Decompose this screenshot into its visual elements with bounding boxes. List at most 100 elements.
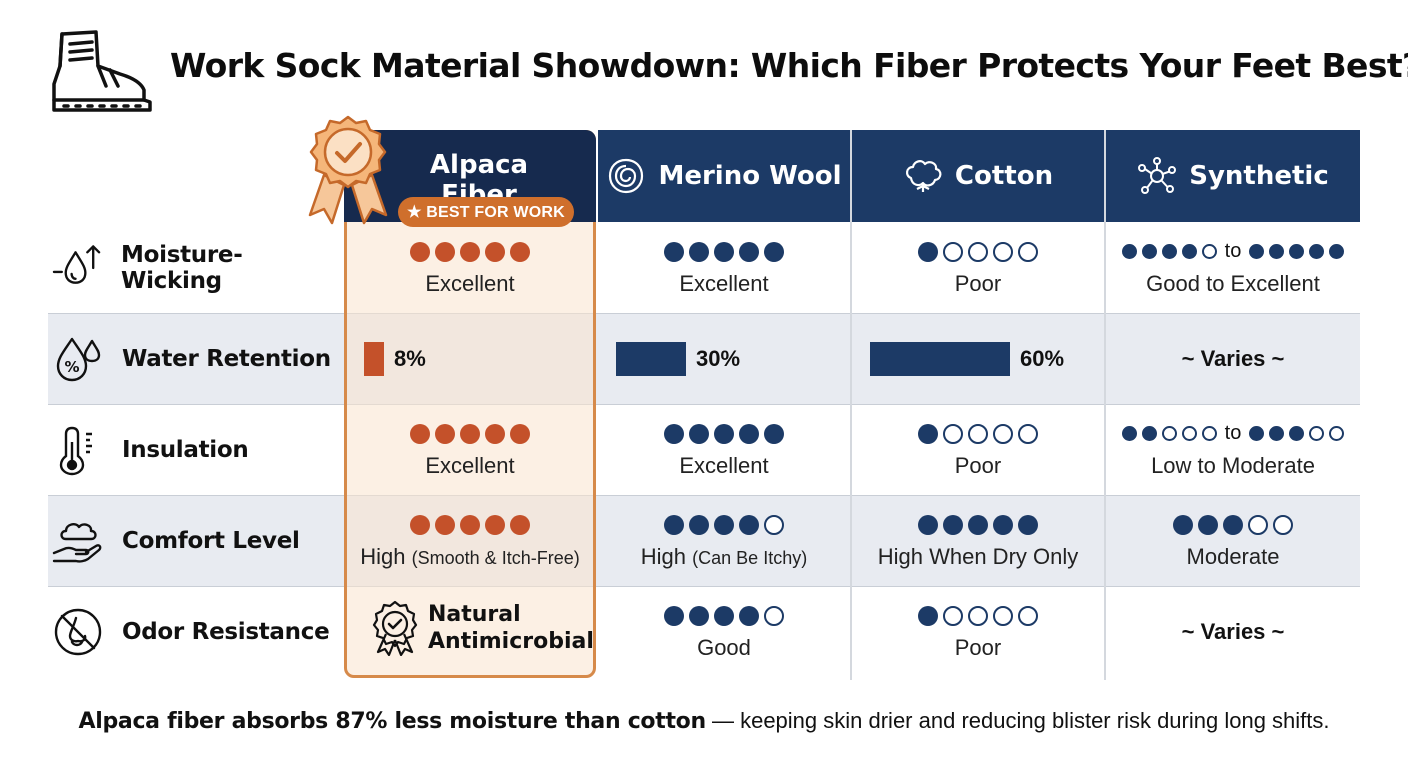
rating-dot-empty [943, 423, 963, 444]
rating-dot-filled [918, 423, 938, 444]
rating-dot-filled [714, 423, 734, 444]
rating-dot-filled [460, 423, 480, 444]
cell-merino-comfort: High (Can Be Itchy) [598, 495, 850, 586]
antimicrobial-line1: Natural [428, 602, 521, 627]
rating-dot-filled [485, 514, 505, 535]
row-label-odor-resistance: Odor Resistance [48, 586, 338, 677]
rating-dot-empty [1161, 426, 1177, 441]
rating-dot-empty [993, 241, 1013, 262]
rating-dot-filled [460, 241, 480, 262]
rating-dot-filled [764, 241, 784, 262]
rating-dot-filled [1141, 426, 1157, 441]
rating-dots [410, 421, 530, 447]
rating-dots [664, 603, 784, 629]
cell-alpaca-water: 8% [364, 313, 426, 404]
rating-text: Excellent [425, 270, 515, 296]
rating-dots-range: to [1121, 421, 1345, 447]
award-medal-icon [308, 115, 388, 225]
column-header-cotton: Cotton [852, 130, 1104, 222]
cell-alpaca-insulation: Excellent [344, 404, 596, 495]
footer-note: Alpaca fiber absorbs 87% less moisture t… [0, 708, 1408, 734]
rating-dot-empty [1181, 426, 1197, 441]
table-row [48, 586, 1360, 678]
rating-dot-filled [1121, 244, 1137, 259]
rating-dot-filled [739, 605, 759, 626]
rating-dot-filled [968, 514, 988, 535]
rating-dots [664, 421, 784, 447]
cell-merino-moisture: Excellent [598, 222, 850, 313]
cell-synthetic-water: ~ Varies ~ [1106, 313, 1360, 404]
row-label-comfort-level: Comfort Level [48, 495, 338, 586]
rating-dot-filled [918, 514, 938, 535]
rating-text-sub: (Can Be Itchy) [692, 547, 808, 568]
row-label-insulation: Insulation [48, 404, 338, 495]
rating-text-main: High [640, 543, 687, 569]
cotton-icon [905, 160, 942, 192]
rating-dot-empty [1018, 423, 1038, 444]
rating-text-sub: (Smooth & Itch-Free) [411, 547, 580, 568]
rating-dot-filled [1269, 244, 1285, 259]
table-row [48, 404, 1360, 496]
rating-dot-empty [993, 423, 1013, 444]
rating-dot-empty [968, 241, 988, 262]
rating-dot-filled [1161, 244, 1177, 259]
rating-dot-filled [1289, 426, 1305, 441]
rating-dot-filled [664, 605, 684, 626]
rating-dot-filled [435, 514, 455, 535]
rating-dot-empty [764, 514, 784, 535]
best-for-work-badge: ★ BEST FOR WORK [398, 197, 574, 227]
rating-dot-filled [510, 241, 530, 262]
rating-dot-filled [485, 241, 505, 262]
work-boot-icon [52, 30, 152, 112]
rating-text: High When Dry Only [877, 543, 1079, 569]
rating-dot-empty [1201, 244, 1217, 259]
rating-dot-filled [1223, 514, 1243, 535]
rating-dot-empty [1201, 426, 1217, 441]
rating-text-main: High [360, 543, 406, 569]
table-row [48, 495, 1360, 587]
range-to-label: to [1224, 240, 1242, 262]
cloud-hand-icon [52, 522, 102, 563]
rating-dots [664, 239, 784, 265]
rating-dot-filled [664, 423, 684, 444]
rating-dot-filled [410, 514, 430, 535]
rating-dots [410, 239, 530, 265]
rating-dot-filled [1173, 514, 1193, 535]
cell-cotton-moisture: Poor [852, 222, 1104, 313]
rating-text: Poor [954, 452, 1002, 478]
rating-dot-filled [1269, 426, 1285, 441]
rating-dot-empty [968, 605, 988, 626]
rating-dot-empty [1018, 241, 1038, 262]
rating-dot-empty [1309, 426, 1325, 441]
rating-dot-filled [918, 241, 938, 262]
retention-percent: 8% [394, 345, 426, 371]
rating-dots [664, 512, 784, 538]
wool-icon [609, 158, 644, 194]
rating-dot-filled [739, 423, 759, 444]
row-label-text: Water Retention [122, 345, 331, 372]
row-label-text: Comfort Level [122, 527, 300, 554]
rating-dots [918, 512, 1038, 538]
rating-dot-empty [1273, 514, 1293, 535]
rating-text: High (Smooth & Itch-Free) [360, 544, 579, 570]
rating-dot-empty [943, 605, 963, 626]
rating-dot-filled [460, 514, 480, 535]
rating-dot-empty [764, 605, 784, 626]
footer-bold: Alpaca fiber absorbs 87% less moisture t… [78, 709, 706, 734]
page-title: Work Sock Material Showdown: Which Fiber… [170, 46, 1408, 85]
title-area: Work Sock Material Showdown: Which Fiber… [44, 22, 1408, 122]
rating-dots [1173, 512, 1293, 538]
cell-synthetic-odor: ~ Varies ~ [1106, 586, 1360, 677]
column-header-synthetic: Synthetic [1106, 130, 1360, 222]
rating-dot-filled [739, 241, 759, 262]
rating-dot-empty [968, 423, 988, 444]
retention-percent: 60% [1020, 345, 1065, 371]
rating-dot-filled [664, 241, 684, 262]
rating-dots [918, 239, 1038, 265]
rating-dot-filled [689, 241, 709, 262]
water-percent-icon: % [56, 337, 101, 381]
rating-text: Excellent [679, 452, 769, 478]
rating-text: High (Can Be Itchy) [641, 544, 807, 570]
rating-dot-filled [1181, 244, 1197, 259]
rating-dot-empty [1248, 514, 1268, 535]
